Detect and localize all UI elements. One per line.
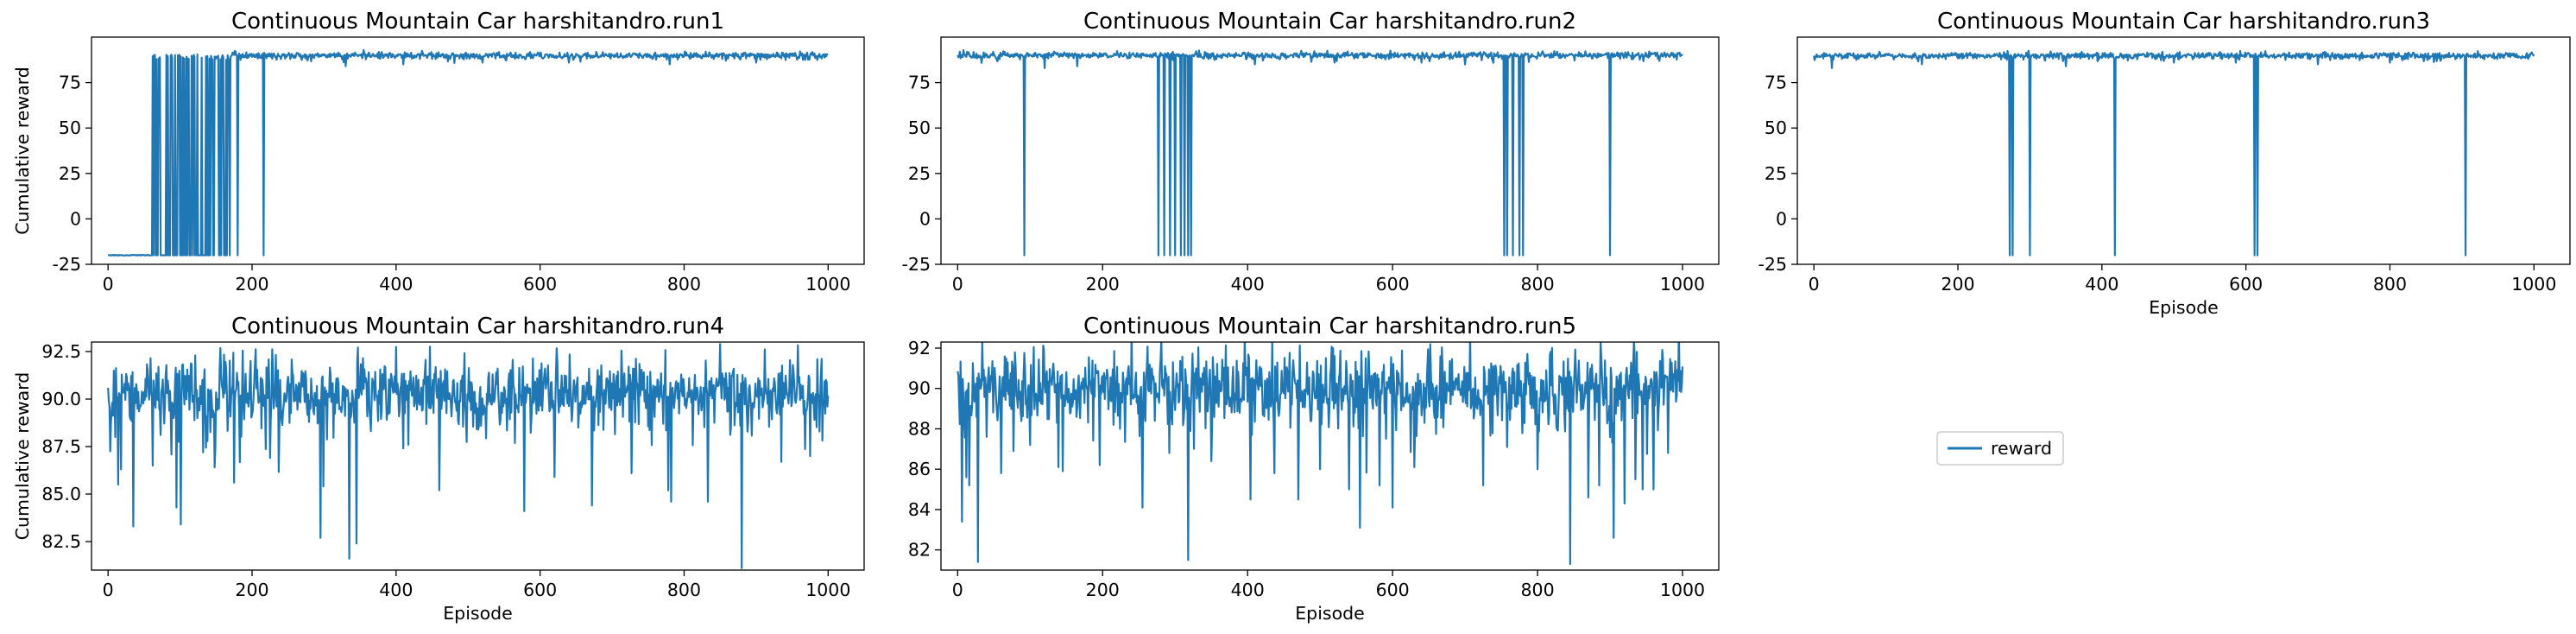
series-line-reward bbox=[1813, 49, 2535, 257]
y-tick-label: 92 bbox=[908, 338, 931, 358]
axes-frame bbox=[91, 341, 865, 571]
x-tick-label: 600 bbox=[523, 580, 557, 600]
x-tick-label: 0 bbox=[952, 274, 963, 295]
y-tick-label: 75 bbox=[908, 73, 931, 93]
legend-label: reward bbox=[1991, 438, 2052, 459]
chart-title: Continuous Mountain Car harshitandro.run… bbox=[231, 314, 724, 339]
x-tick-label: 600 bbox=[523, 274, 557, 295]
chart-title: Continuous Mountain Car harshitandro.run… bbox=[231, 9, 724, 35]
x-tick-label: 0 bbox=[103, 580, 114, 600]
y-tick-label: 25 bbox=[59, 163, 81, 184]
x-axis-label: Episode bbox=[2149, 297, 2219, 318]
y-tick-label: 92.5 bbox=[41, 341, 81, 362]
chart-title: Continuous Mountain Car harshitandro.run… bbox=[1937, 9, 2430, 35]
x-tick-label: 800 bbox=[667, 274, 701, 295]
y-tick-label: 0 bbox=[70, 208, 81, 229]
y-tick-label: 50 bbox=[59, 117, 81, 138]
axes-frame bbox=[91, 36, 865, 265]
x-tick-label: 600 bbox=[1376, 274, 1410, 295]
y-tick-label: 82.5 bbox=[41, 531, 81, 552]
chart-panel-5: Continuous Mountain Car harshitandro.run… bbox=[908, 314, 1720, 624]
y-tick-label: -25 bbox=[902, 254, 931, 275]
x-tick-label: 200 bbox=[1086, 274, 1120, 295]
x-tick-label: 200 bbox=[1086, 580, 1120, 600]
x-tick-label: 200 bbox=[1941, 274, 1974, 295]
legend-box bbox=[1936, 431, 2064, 466]
y-tick-label: 90.0 bbox=[41, 389, 81, 409]
x-tick-label: 600 bbox=[1376, 580, 1410, 600]
x-tick-label: 800 bbox=[1521, 580, 1555, 600]
x-tick-label: 200 bbox=[235, 580, 268, 600]
x-tick-label: 400 bbox=[379, 274, 413, 295]
legend: reward bbox=[1936, 431, 2064, 466]
y-tick-label: 88 bbox=[908, 418, 931, 439]
y-tick-label: 0 bbox=[1776, 208, 1787, 229]
x-tick-label: 600 bbox=[2229, 274, 2263, 295]
series-line-reward bbox=[957, 49, 1683, 257]
chart-title: Continuous Mountain Car harshitandro.run… bbox=[1083, 9, 1576, 35]
x-tick-label: 800 bbox=[667, 580, 701, 600]
y-tick-label: 86 bbox=[908, 459, 931, 479]
y-tick-label: 90 bbox=[908, 378, 931, 399]
series-line-reward bbox=[107, 343, 830, 569]
axes-frame bbox=[1796, 36, 2571, 265]
x-tick-label: 1000 bbox=[1660, 580, 1705, 600]
series-line-reward bbox=[957, 342, 1684, 566]
y-tick-label: 50 bbox=[908, 117, 931, 138]
x-tick-label: 400 bbox=[379, 580, 413, 600]
y-tick-label: 25 bbox=[908, 163, 931, 184]
axes-frame bbox=[940, 36, 1720, 265]
x-tick-label: 1000 bbox=[805, 274, 850, 295]
y-tick-label: 0 bbox=[919, 208, 931, 229]
x-tick-label: 400 bbox=[2085, 274, 2118, 295]
x-tick-label: 800 bbox=[1521, 274, 1555, 295]
x-tick-label: 1000 bbox=[805, 580, 850, 600]
y-tick-label: 75 bbox=[1765, 73, 1787, 93]
series-line-reward bbox=[107, 48, 829, 257]
x-axis-label: Episode bbox=[1295, 603, 1365, 624]
axes-frame bbox=[940, 341, 1720, 571]
chart-panel-3: Continuous Mountain Car harshitandro.run… bbox=[1758, 9, 2571, 318]
y-axis-label: Cumulative reward bbox=[12, 67, 33, 235]
y-tick-label: 75 bbox=[59, 73, 81, 93]
x-axis-label: Episode bbox=[443, 603, 513, 624]
x-tick-label: 0 bbox=[1809, 274, 1820, 295]
x-tick-label: 0 bbox=[103, 274, 114, 295]
y-tick-label: 84 bbox=[908, 499, 931, 520]
y-tick-label: -25 bbox=[1758, 254, 1787, 275]
y-axis-label: Cumulative reward bbox=[12, 372, 33, 541]
y-tick-label: 87.5 bbox=[41, 436, 81, 457]
x-tick-label: 0 bbox=[952, 580, 963, 600]
y-tick-label: 50 bbox=[1765, 117, 1787, 138]
chart-panel-1: Continuous Mountain Car harshitandro.run… bbox=[12, 9, 865, 295]
x-tick-label: 1000 bbox=[2511, 274, 2556, 295]
y-tick-label: -25 bbox=[53, 254, 81, 275]
y-tick-label: 82 bbox=[908, 540, 931, 561]
x-tick-label: 400 bbox=[1231, 274, 1265, 295]
x-tick-label: 1000 bbox=[1660, 274, 1705, 295]
y-tick-label: 85.0 bbox=[41, 484, 81, 504]
x-tick-label: 400 bbox=[1231, 580, 1265, 600]
y-tick-label: 25 bbox=[1765, 163, 1787, 184]
chart-title: Continuous Mountain Car harshitandro.run… bbox=[1083, 314, 1576, 339]
chart-panel-2: Continuous Mountain Car harshitandro.run… bbox=[902, 9, 1720, 295]
x-tick-label: 800 bbox=[2373, 274, 2407, 295]
x-tick-label: 200 bbox=[235, 274, 268, 295]
chart-panel-4: Continuous Mountain Car harshitandro.run… bbox=[12, 314, 865, 624]
